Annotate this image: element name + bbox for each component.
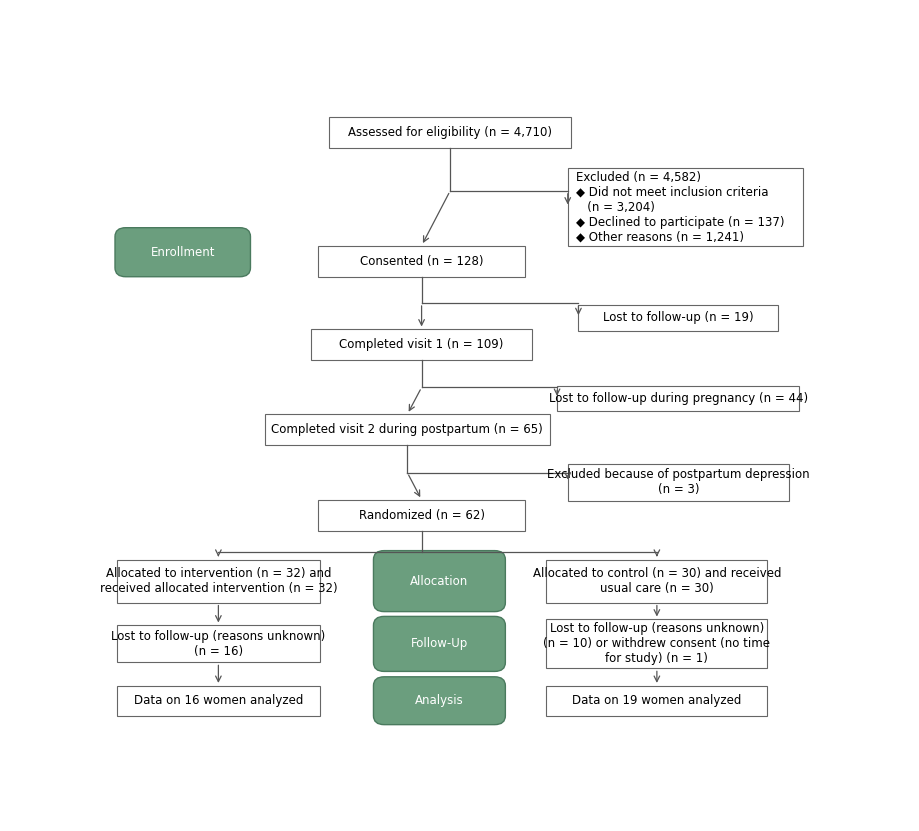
Text: Excluded because of postpartum depression
(n = 3): Excluded because of postpartum depressio… bbox=[547, 469, 809, 496]
FancyBboxPatch shape bbox=[373, 676, 505, 725]
Text: Follow-Up: Follow-Up bbox=[411, 637, 468, 651]
FancyBboxPatch shape bbox=[373, 551, 505, 612]
Bar bbox=[265, 415, 550, 445]
Text: Lost to follow-up during pregnancy (n = 44): Lost to follow-up during pregnancy (n = … bbox=[548, 392, 807, 406]
Text: Completed visit 2 during postpartum (n = 65): Completed visit 2 during postpartum (n =… bbox=[271, 423, 542, 436]
FancyBboxPatch shape bbox=[373, 617, 505, 671]
Text: Lost to follow-up (n = 19): Lost to follow-up (n = 19) bbox=[602, 312, 753, 324]
Text: Enrollment: Enrollment bbox=[151, 246, 215, 258]
Bar bbox=[117, 626, 320, 662]
Text: Lost to follow-up (reasons unknown)
(n = 10) or withdrew consent (no time
for st: Lost to follow-up (reasons unknown) (n =… bbox=[543, 622, 769, 666]
Text: Allocated to intervention (n = 32) and
received allocated intervention (n = 32): Allocated to intervention (n = 32) and r… bbox=[99, 567, 337, 595]
Bar bbox=[567, 169, 802, 246]
Text: Randomized (n = 62): Randomized (n = 62) bbox=[358, 509, 484, 522]
Bar bbox=[318, 246, 525, 277]
Bar bbox=[117, 686, 320, 715]
Bar bbox=[578, 306, 777, 331]
Text: Allocated to control (n = 30) and received
usual care (n = 30): Allocated to control (n = 30) and receiv… bbox=[532, 567, 780, 595]
Bar bbox=[311, 329, 531, 361]
Bar bbox=[546, 686, 766, 715]
Bar bbox=[329, 117, 571, 148]
Bar bbox=[318, 499, 525, 531]
Text: Excluded (n = 4,582)
◆ Did not meet inclusion criteria
   (n = 3,204)
◆ Declined: Excluded (n = 4,582) ◆ Did not meet incl… bbox=[575, 171, 784, 243]
Bar bbox=[546, 559, 766, 602]
Bar bbox=[567, 464, 788, 501]
Text: Analysis: Analysis bbox=[414, 694, 463, 707]
Text: Data on 16 women analyzed: Data on 16 women analyzed bbox=[133, 694, 302, 707]
Bar bbox=[546, 619, 766, 668]
Text: Completed visit 1 (n = 109): Completed visit 1 (n = 109) bbox=[339, 338, 504, 352]
Text: Lost to follow-up (reasons unknown)
(n = 16): Lost to follow-up (reasons unknown) (n =… bbox=[111, 630, 325, 658]
Text: Allocation: Allocation bbox=[410, 574, 468, 588]
Text: Data on 19 women analyzed: Data on 19 women analyzed bbox=[572, 694, 741, 707]
Text: Assessed for eligibility (n = 4,710): Assessed for eligibility (n = 4,710) bbox=[347, 126, 551, 139]
Text: Consented (n = 128): Consented (n = 128) bbox=[359, 254, 482, 268]
Bar bbox=[557, 386, 799, 411]
Bar bbox=[117, 559, 320, 602]
FancyBboxPatch shape bbox=[115, 228, 250, 277]
